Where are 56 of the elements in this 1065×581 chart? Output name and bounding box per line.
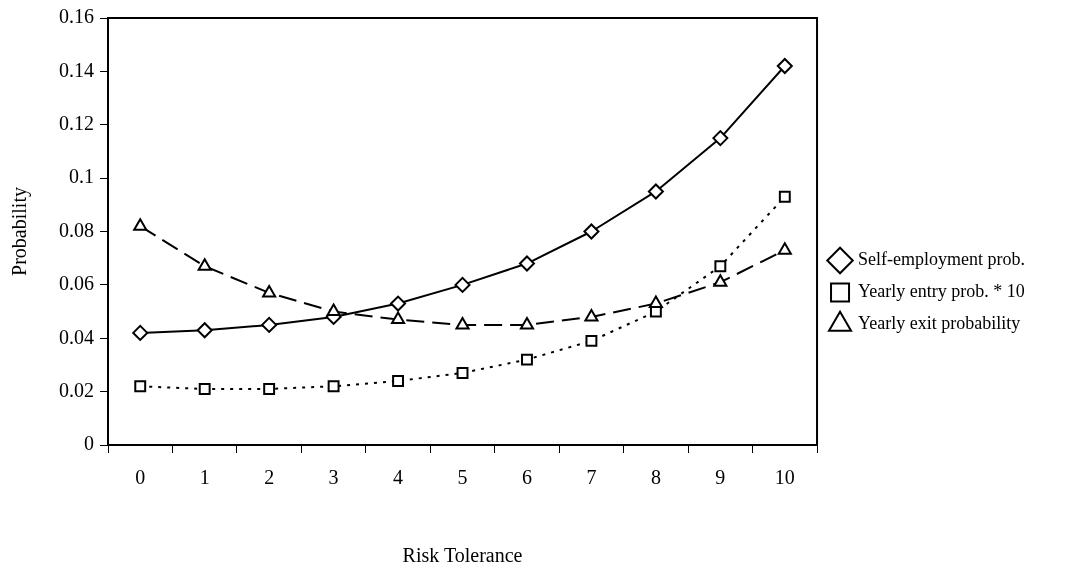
point [263,383,276,395]
point [262,284,277,298]
legend-label: Yearly exit probability [858,313,1021,334]
point [777,242,792,255]
x-tick-label: 8 [650,466,661,489]
point [584,308,599,322]
point [326,303,341,317]
point [454,276,471,293]
point [197,258,212,271]
legend-label: Self-employment prob. [858,249,1025,270]
point [712,130,729,147]
point [132,324,149,341]
point [198,383,211,395]
point [585,334,598,347]
y-tick-label: 0.04 [59,325,94,348]
y-tick-label: 0 [84,432,94,455]
point [648,295,663,309]
x-tick-label: 6 [521,466,532,489]
point [776,58,793,75]
point [456,366,469,379]
legend-label: Yearly entry prob. * 10 [858,281,1025,302]
x-tick-label: 10 [774,466,795,489]
y-tick-label: 0.14 [59,58,94,81]
point [714,260,727,273]
point [519,316,535,330]
point [390,295,407,312]
point [391,311,406,325]
y-tick-label: 0.1 [69,165,94,188]
point [583,223,600,240]
x-tick-label: 2 [264,466,275,489]
y-tick-label: 0.02 [59,378,94,401]
y-tick-label: 0.12 [59,112,94,134]
x-tick-label: 7 [586,466,597,489]
x-tick-label: 4 [393,466,404,489]
y-axis-title: Probability [8,187,32,276]
point [518,255,535,272]
x-tick-label: 3 [328,466,339,489]
x-tick-label: 1 [199,466,210,489]
point [261,316,278,333]
point [196,322,213,339]
point [455,316,470,330]
point [521,353,533,366]
point [133,218,148,231]
point [647,183,664,200]
y-tick-label: 0.16 [59,5,94,28]
point [392,375,405,387]
y-tick-label: 0.06 [59,272,94,295]
point [778,190,791,203]
x-tick-label: 0 [135,466,146,489]
point [327,380,340,393]
point [713,274,728,287]
x-tick-label: 9 [715,466,726,489]
x-axis-title: Risk Tolerance [402,544,523,567]
x-tick-label: 5 [457,466,468,489]
y-tick-label: 0.08 [59,218,94,241]
point [134,380,147,393]
